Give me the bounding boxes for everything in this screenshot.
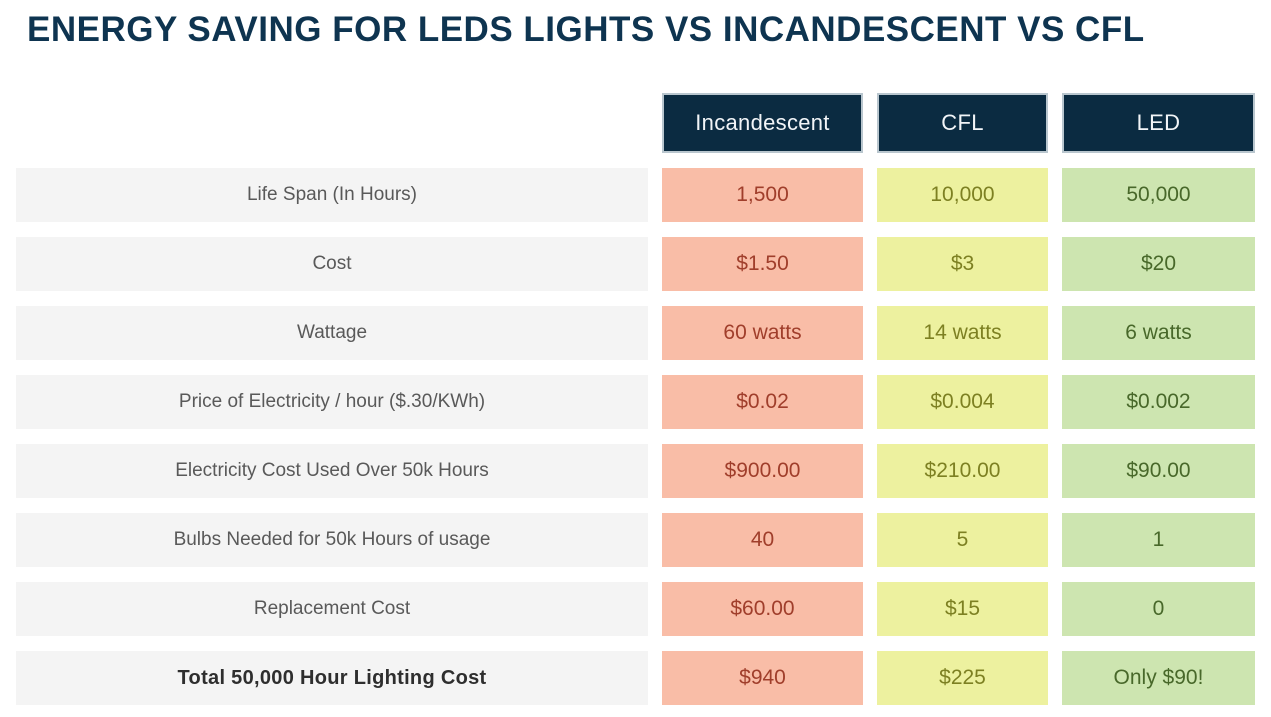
- column-header-incandescent: Incandescent: [662, 93, 863, 153]
- comparison-table: Incandescent CFL LED Life Span (In Hours…: [16, 93, 1255, 705]
- value-cell-cfl: $225: [877, 651, 1048, 705]
- value-cell-cfl: $0.004: [877, 375, 1048, 429]
- value-cell-incandescent: 60 watts: [662, 306, 863, 360]
- value-cell-cfl: $3: [877, 237, 1048, 291]
- row-label: Electricity Cost Used Over 50k Hours: [16, 444, 648, 498]
- row-label: Total 50,000 Hour Lighting Cost: [16, 651, 648, 705]
- value-cell-led: $0.002: [1062, 375, 1255, 429]
- value-cell-led: 1: [1062, 513, 1255, 567]
- value-cell-led: 0: [1062, 582, 1255, 636]
- value-cell-cfl: 5: [877, 513, 1048, 567]
- column-header-cfl: CFL: [877, 93, 1048, 153]
- value-cell-incandescent: $60.00: [662, 582, 863, 636]
- row-label: Replacement Cost: [16, 582, 648, 636]
- value-cell-cfl: 10,000: [877, 168, 1048, 222]
- row-label: Bulbs Needed for 50k Hours of usage: [16, 513, 648, 567]
- value-cell-incandescent: 40: [662, 513, 863, 567]
- value-cell-led: Only $90!: [1062, 651, 1255, 705]
- value-cell-cfl: $15: [877, 582, 1048, 636]
- value-cell-incandescent: $0.02: [662, 375, 863, 429]
- page-title: ENERGY SAVING FOR LEDS LIGHTS VS INCANDE…: [27, 10, 1145, 49]
- column-header-led: LED: [1062, 93, 1255, 153]
- value-cell-incandescent: $940: [662, 651, 863, 705]
- row-label: Price of Electricity / hour ($.30/KWh): [16, 375, 648, 429]
- row-label: Wattage: [16, 306, 648, 360]
- value-cell-led: $90.00: [1062, 444, 1255, 498]
- value-cell-incandescent: $900.00: [662, 444, 863, 498]
- value-cell-cfl: $210.00: [877, 444, 1048, 498]
- value-cell-led: 50,000: [1062, 168, 1255, 222]
- value-cell-incandescent: $1.50: [662, 237, 863, 291]
- value-cell-led: 6 watts: [1062, 306, 1255, 360]
- value-cell-cfl: 14 watts: [877, 306, 1048, 360]
- row-label: Cost: [16, 237, 648, 291]
- header-spacer: [16, 93, 648, 153]
- value-cell-incandescent: 1,500: [662, 168, 863, 222]
- value-cell-led: $20: [1062, 237, 1255, 291]
- row-label: Life Span (In Hours): [16, 168, 648, 222]
